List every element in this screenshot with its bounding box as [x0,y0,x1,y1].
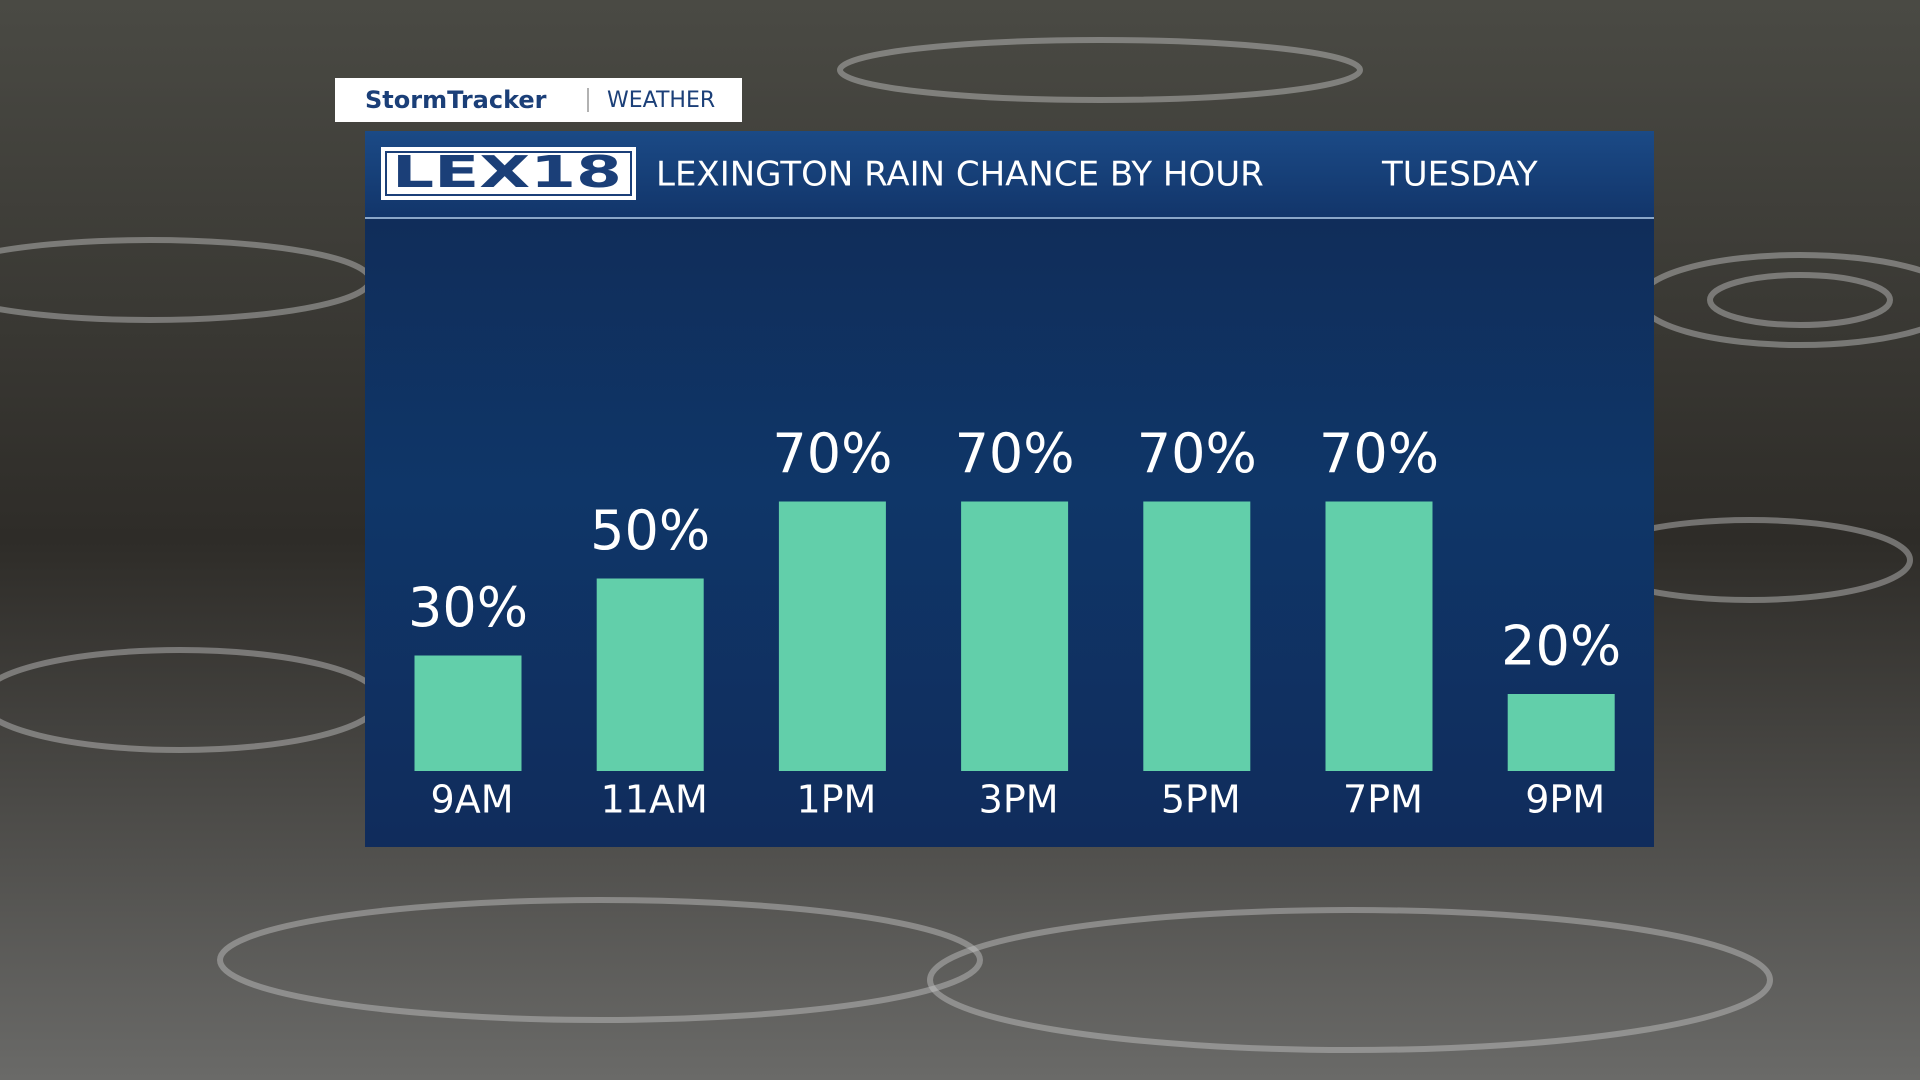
section: WEATHER [607,88,715,113]
value-label: 20% [1501,615,1621,678]
x-tick-label: 7PM [1343,778,1423,822]
bar [778,501,886,771]
chart-title: LEXINGTON RAIN CHANCE BY HOUR [656,155,1264,195]
value-label: 70% [1137,422,1257,485]
bar [961,501,1069,771]
x-tick-label: 5PM [1161,778,1241,822]
bar [1507,694,1615,771]
logo-frame [385,151,632,196]
x-tick-label: 9PM [1525,778,1605,822]
bar [1325,501,1433,771]
brand-tab [335,78,742,122]
value-label: 70% [1319,422,1439,485]
value-label: 30% [408,576,528,639]
x-tick-label: 9AM [431,778,514,822]
value-label: 70% [955,422,1075,485]
bar [414,655,522,771]
x-tick-label: 3PM [979,778,1059,822]
logo: LEX18 [392,147,622,198]
bar [1143,501,1251,771]
logo-box [381,147,636,200]
value-label: 50% [590,499,710,562]
chart-subtitle: TUESDAY [1381,155,1538,195]
brand: StormTracker [365,86,547,114]
value-label: 70% [772,422,892,485]
bar [596,578,704,771]
x-tick-label: 11AM [601,778,708,822]
x-tick-label: 1PM [796,778,876,822]
